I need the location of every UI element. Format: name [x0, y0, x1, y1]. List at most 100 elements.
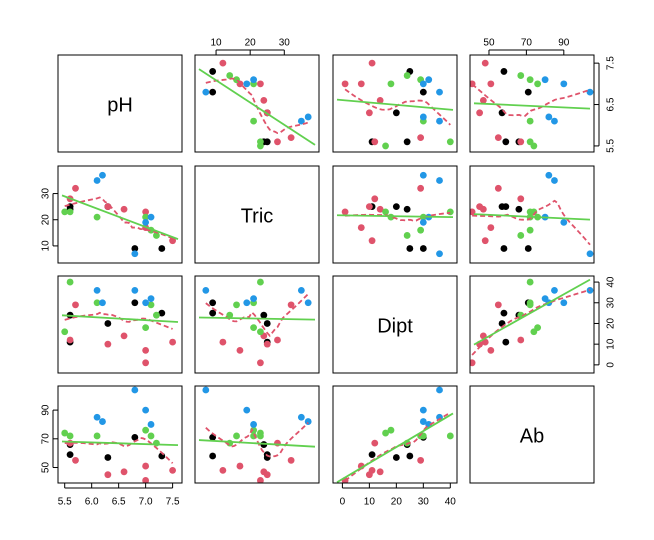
data-point: [274, 336, 281, 344]
data-point: [476, 109, 484, 117]
data-point: [297, 117, 305, 125]
panel-marks: [470, 171, 594, 258]
data-point: [371, 439, 379, 447]
panel-ab-vs-ph: [57, 385, 183, 484]
data-point: [419, 113, 427, 121]
panel-dipt-vs-dipt: Dipt: [332, 275, 458, 374]
data-point: [534, 80, 542, 88]
data-point: [219, 466, 227, 474]
smooth-fit-line: [472, 199, 591, 246]
left-axis-ab: 50 70 90: [41, 404, 58, 474]
panel-marks: [198, 59, 316, 150]
data-point: [104, 320, 112, 327]
data-point: [66, 432, 74, 440]
data-point: [498, 203, 506, 211]
panel-ab-vs-tric: [194, 385, 320, 484]
smooth-fit-line: [344, 411, 451, 482]
data-point: [481, 237, 489, 245]
tick-label: 5.5: [58, 497, 72, 508]
data-point: [551, 117, 558, 125]
panel-frame: [194, 165, 320, 264]
panel-frame: [469, 275, 595, 374]
variable-label-ab: Ab: [520, 426, 544, 448]
data-point: [541, 295, 549, 303]
tick-label: 7.0: [139, 497, 153, 508]
data-point: [257, 477, 264, 483]
data-point: [586, 250, 594, 258]
data-point: [382, 429, 389, 437]
tick-label: 10: [606, 338, 617, 350]
panel-marks: [336, 171, 454, 258]
data-point: [371, 195, 379, 203]
data-point: [66, 278, 74, 286]
data-point: [226, 311, 234, 319]
panel-frame: [469, 54, 595, 153]
data-point: [526, 226, 534, 234]
panel-tric-vs-ab: [469, 165, 595, 264]
tick-label: 20: [391, 497, 403, 508]
smooth-fit-line: [205, 293, 309, 338]
panel-frame: [469, 385, 595, 484]
data-point: [142, 406, 150, 414]
data-point: [260, 311, 268, 319]
data-point: [147, 213, 155, 221]
data-point: [479, 97, 487, 104]
data-point: [560, 218, 568, 226]
panel-ab-vs-ab: Ab: [469, 385, 595, 484]
data-point: [419, 80, 427, 88]
data-point: [517, 72, 525, 79]
data-point: [304, 113, 312, 121]
panel-tric-vs-ph: [57, 165, 183, 264]
tick-label: 0: [340, 497, 346, 508]
tick-label: 0: [606, 362, 617, 368]
data-point: [487, 80, 495, 88]
data-point: [66, 336, 74, 344]
data-point: [250, 117, 257, 125]
tick-label: 30: [279, 38, 291, 49]
data-point: [142, 359, 150, 367]
panel-frame: [194, 385, 320, 484]
data-point: [153, 311, 160, 319]
tick-label: 6.5: [112, 497, 126, 508]
data-point: [368, 59, 376, 67]
data-point: [357, 224, 365, 231]
data-point: [419, 88, 427, 96]
linear-fit-line: [198, 439, 316, 448]
panel-dipt-vs-ph: [57, 275, 183, 374]
data-point: [120, 468, 128, 476]
data-point: [541, 76, 549, 84]
data-point: [72, 184, 79, 192]
data-point: [494, 184, 502, 192]
panel-frame: [332, 385, 458, 484]
tick-label: 50: [483, 38, 495, 49]
variable-label-dipt: Dipt: [377, 316, 413, 338]
data-point: [387, 426, 395, 434]
data-point: [436, 250, 443, 258]
data-point: [403, 138, 411, 146]
data-point: [120, 332, 128, 340]
data-point: [365, 203, 373, 211]
tick-label: 50: [41, 462, 52, 474]
tick-label: 70: [41, 433, 52, 445]
data-point: [263, 340, 271, 348]
data-point: [93, 213, 101, 221]
data-point: [545, 171, 553, 179]
data-point: [250, 324, 257, 331]
data-point: [226, 72, 234, 79]
data-point: [169, 466, 177, 474]
data-point: [403, 205, 411, 213]
data-point: [142, 208, 150, 216]
tick-label: 20: [41, 214, 52, 226]
tick-label: 30: [418, 497, 430, 508]
data-point: [419, 418, 427, 425]
data-point: [209, 299, 217, 307]
panel-marks: [470, 59, 594, 150]
data-point: [93, 177, 101, 184]
panel-tric-vs-dipt: [332, 165, 458, 264]
linear-fit-line: [336, 98, 454, 111]
panel-frame: [332, 275, 458, 374]
data-point: [153, 439, 160, 447]
data-point: [131, 250, 139, 258]
data-point: [66, 451, 74, 458]
tick-label: 5.5: [606, 139, 617, 153]
